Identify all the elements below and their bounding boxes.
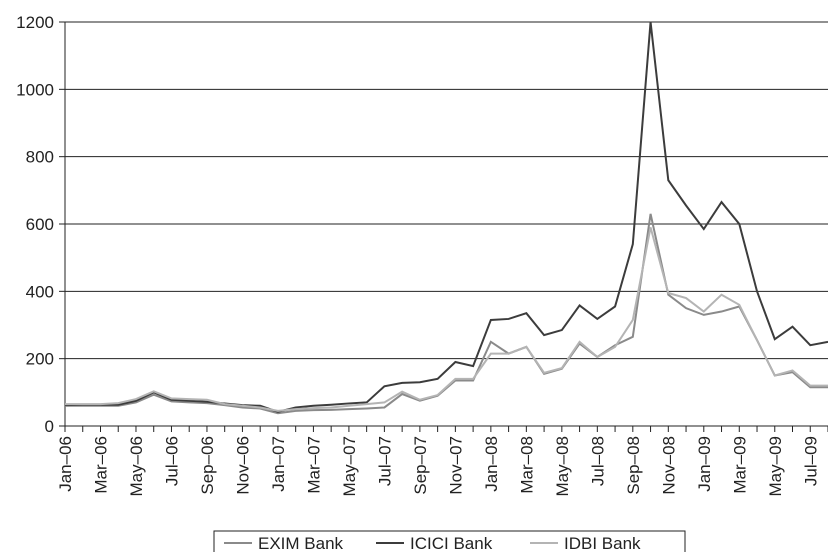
legend-box <box>213 530 686 552</box>
legend: EXIM Bank ICICI Bank IDBI Bank <box>213 530 686 552</box>
x-tick-label: Mar–09 <box>730 436 749 494</box>
x-tick-label: Sep–06 <box>198 436 217 495</box>
x-tick-label: Jan–08 <box>482 436 501 492</box>
x-tick-labels: Jan–06 Mar–06 May–06 Jul–06 Sep–06 Nov–06 Jan–… <box>56 436 820 496</box>
x-tick-label: Jan–06 <box>56 436 75 492</box>
legend-label: IDBI Bank <box>564 534 641 552</box>
y-tick-label: 1200 <box>16 13 54 32</box>
x-tick-label: Sep–07 <box>411 436 430 495</box>
y-tick-label: 200 <box>26 350 54 369</box>
x-tick-label: Sep–08 <box>624 436 643 495</box>
x-tick-label: Mar–06 <box>91 436 110 494</box>
x-tick-label: Jul–08 <box>588 436 607 486</box>
y-tick-label: 0 <box>45 417 54 436</box>
axes <box>59 21 828 432</box>
series-lines <box>64 21 828 415</box>
series-line-idbi-bank <box>65 227 828 412</box>
y-tick-label: 1000 <box>16 80 54 99</box>
gridlines <box>65 21 828 360</box>
x-tick-label: May–08 <box>553 436 572 496</box>
x-tick-label: Mar–08 <box>517 436 536 494</box>
x-tick-label: Nov–07 <box>446 436 465 495</box>
x-tick-label: May–07 <box>340 436 359 496</box>
y-tick-label: 800 <box>26 148 54 167</box>
series-line-icici-bank <box>64 21 828 413</box>
x-tick-label: Jul–06 <box>162 436 181 486</box>
series-line-exim-bank <box>65 213 828 415</box>
y-tick-label: 400 <box>26 282 54 301</box>
x-tick-label: May–06 <box>127 436 146 496</box>
legend-label: ICICI Bank <box>410 534 493 552</box>
y-tick-labels: 0 200 400 600 800 1000 1200 <box>16 13 54 436</box>
x-tick-label: May–09 <box>766 436 785 496</box>
y-tick-label: 600 <box>26 215 54 234</box>
x-tick-label: Nov–06 <box>233 436 252 495</box>
x-tick-label: Mar–07 <box>304 436 323 494</box>
x-tick-label: Nov–08 <box>659 436 678 495</box>
x-tick-label: Jul–09 <box>801 436 820 486</box>
x-tick-label: Jan–09 <box>695 436 714 492</box>
legend-label: EXIM Bank <box>258 534 344 552</box>
x-tick-label: Jan–07 <box>269 436 288 492</box>
x-tick-label: Jul–07 <box>375 436 394 486</box>
